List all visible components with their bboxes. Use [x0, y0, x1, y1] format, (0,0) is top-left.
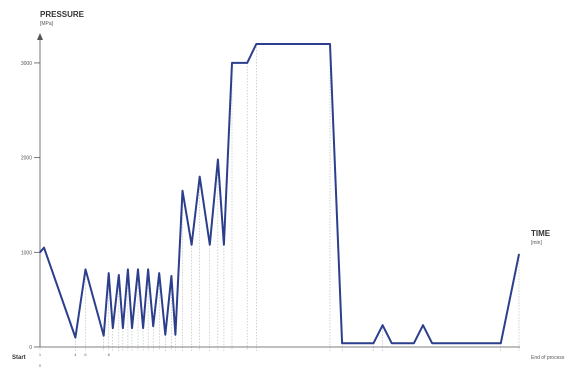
series-point-0-14 [152, 325, 154, 327]
y-axis-title: PRESSURE [40, 10, 85, 19]
series-point-0-0 [39, 251, 41, 253]
series-point-0-30 [372, 342, 375, 344]
series-point-0-31 [381, 324, 384, 326]
series-point-0-7 [118, 274, 120, 276]
series-point-0-1 [43, 246, 45, 249]
series-point-0-20 [190, 244, 193, 246]
end-label: End of process [531, 355, 565, 361]
event-labels: 1 0 4 6 8 [39, 352, 111, 368]
event-label-top-4: 8 [108, 352, 111, 357]
series-point-0-15 [158, 272, 160, 274]
series-point-0-32 [391, 342, 393, 344]
series-point-0-13 [147, 268, 149, 270]
y-tick-label-0: 0 [29, 345, 32, 351]
y-tick-labels: 0 1000 2000 3000 [21, 61, 40, 351]
series-point-0-24 [223, 244, 225, 246]
series-point-0-27 [255, 43, 257, 45]
series-point-0-36 [500, 342, 502, 344]
series-point-0-18 [174, 334, 177, 336]
y-tick-label-2: 2000 [21, 156, 32, 162]
series-point-0-5 [108, 272, 110, 274]
series-point-0-21 [199, 175, 201, 178]
y-axis [37, 33, 43, 347]
series-point-0-23 [217, 158, 219, 161]
series-point-0-9 [127, 268, 129, 270]
y-tick-label-3: 3000 [21, 61, 32, 67]
series-point-0-25 [231, 62, 233, 64]
start-label: Start [12, 355, 26, 361]
series-point-0-29 [341, 342, 343, 344]
series-point-0-6 [112, 327, 114, 329]
y-tick-label-1: 1000 [21, 250, 32, 256]
event-label-top-2: 6 [84, 352, 87, 357]
series-point-0-28 [329, 43, 331, 45]
series-point-0-8 [122, 327, 124, 329]
series-point-0-12 [142, 327, 144, 329]
series-point-0-3 [84, 268, 87, 270]
series-line-0 [39, 43, 520, 345]
series-point-0-26 [246, 62, 248, 64]
series-point-0-16 [164, 334, 166, 336]
series-point-0-35 [431, 342, 433, 344]
x-axis-unit: [min] [531, 240, 542, 246]
series-point-0-10 [131, 327, 133, 329]
series-point-0-4 [103, 335, 105, 337]
series-point-0-2 [74, 336, 76, 339]
x-axis-title: TIME [531, 229, 551, 238]
series-point-0-22 [209, 244, 211, 246]
event-label-top-0: 1 [39, 352, 42, 357]
series-point-0-34 [422, 324, 424, 326]
series-point-0-11 [137, 268, 139, 270]
series-point-0-17 [170, 275, 172, 277]
series-point-0-37 [518, 253, 520, 255]
y-axis-unit: [MPa] [40, 21, 54, 27]
series-point-0-33 [413, 342, 415, 344]
series-point-0-19 [181, 190, 184, 192]
event-label-bottom-0: 0 [39, 363, 42, 368]
series-group [39, 43, 520, 345]
event-label-top-1: 4 [74, 352, 77, 357]
